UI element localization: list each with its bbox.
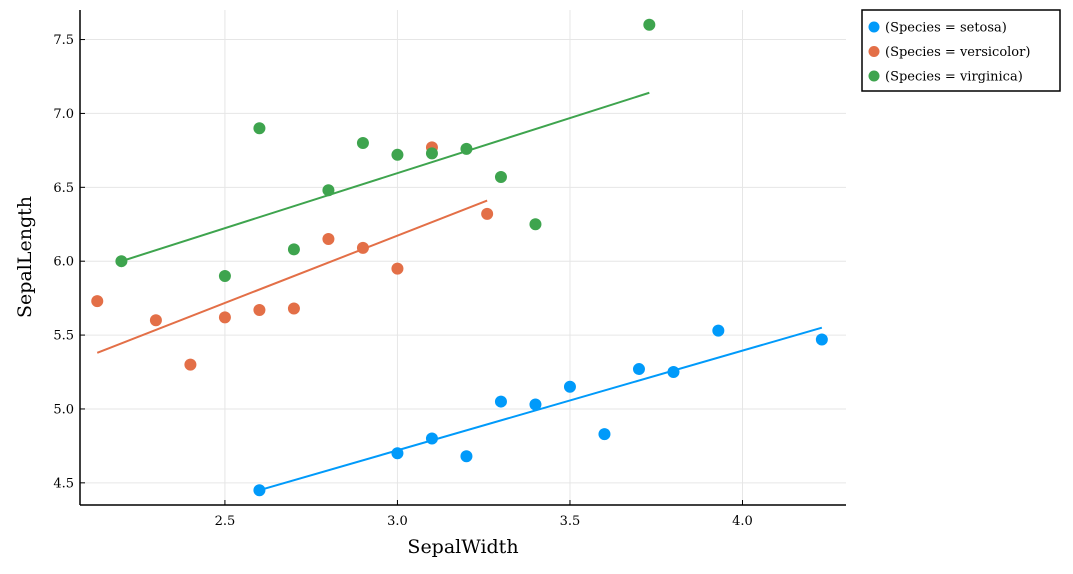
x-axis-title: SepalWidth bbox=[407, 536, 518, 558]
data-point bbox=[184, 358, 197, 371]
y-tick-labels: 4.5 5.0 5.5 6.0 6.5 7.0 7.5 bbox=[53, 33, 74, 491]
fit-line-0 bbox=[259, 326, 823, 492]
data-point bbox=[460, 142, 473, 155]
data-point bbox=[253, 484, 266, 497]
data-point bbox=[643, 18, 656, 31]
x-tick-label: 3.5 bbox=[560, 514, 581, 529]
data-point bbox=[391, 262, 404, 275]
data-point bbox=[529, 398, 542, 411]
fit-lines bbox=[96, 91, 823, 492]
y-axis-title: SepalLength bbox=[14, 196, 36, 318]
data-point bbox=[632, 363, 645, 376]
data-point bbox=[287, 243, 300, 256]
data-point bbox=[667, 366, 680, 379]
data-point bbox=[218, 269, 231, 282]
data-point bbox=[91, 295, 104, 308]
data-point bbox=[563, 380, 576, 393]
data-point bbox=[391, 447, 404, 460]
y-tick-label: 5.0 bbox=[53, 402, 74, 417]
data-point bbox=[529, 218, 542, 231]
y-tick-label: 4.5 bbox=[53, 476, 74, 491]
data-point bbox=[598, 428, 611, 441]
x-tick-labels: 2.5 3.0 3.5 4.0 bbox=[215, 514, 753, 529]
data-point bbox=[712, 324, 725, 337]
data-point bbox=[815, 333, 828, 346]
data-point bbox=[322, 184, 335, 197]
x-tick-label: 2.5 bbox=[215, 514, 236, 529]
data-point bbox=[425, 147, 438, 160]
data-point bbox=[253, 303, 266, 316]
data-point bbox=[115, 255, 128, 268]
data-point bbox=[391, 148, 404, 161]
legend-label: (Species = versicolor) bbox=[885, 45, 1030, 60]
fit-line-1 bbox=[96, 199, 488, 354]
legend-marker bbox=[868, 70, 880, 82]
legend-box bbox=[861, 9, 1061, 92]
data-point bbox=[460, 450, 473, 463]
x-tick-label: 3.0 bbox=[387, 514, 408, 529]
x-tick-label: 4.0 bbox=[732, 514, 753, 529]
grid bbox=[80, 10, 846, 505]
axes bbox=[79, 10, 846, 506]
data-point bbox=[218, 311, 231, 324]
y-tick-label: 5.5 bbox=[53, 329, 74, 344]
y-tick-label: 6.5 bbox=[53, 181, 74, 196]
data-point bbox=[149, 314, 162, 327]
data-point bbox=[425, 432, 438, 445]
legend: (Species = setosa) (Species = versicolor)… bbox=[861, 9, 1061, 92]
data-point bbox=[253, 122, 266, 135]
data-points bbox=[91, 18, 828, 497]
y-tick-label: 7.5 bbox=[53, 33, 74, 48]
legend-label: (Species = setosa) bbox=[885, 21, 1007, 36]
y-tick-label: 7.0 bbox=[53, 107, 74, 122]
data-point bbox=[356, 136, 369, 149]
legend-label: (Species = virginica) bbox=[885, 70, 1023, 85]
data-point bbox=[322, 233, 335, 246]
data-point bbox=[287, 302, 300, 315]
legend-marker bbox=[868, 46, 880, 57]
data-point bbox=[481, 207, 494, 220]
data-point bbox=[494, 395, 507, 408]
data-point bbox=[356, 241, 369, 254]
fit-line-2 bbox=[121, 91, 650, 263]
data-point bbox=[494, 170, 507, 183]
y-tick-label: 6.0 bbox=[53, 255, 74, 270]
legend-marker bbox=[868, 21, 880, 33]
